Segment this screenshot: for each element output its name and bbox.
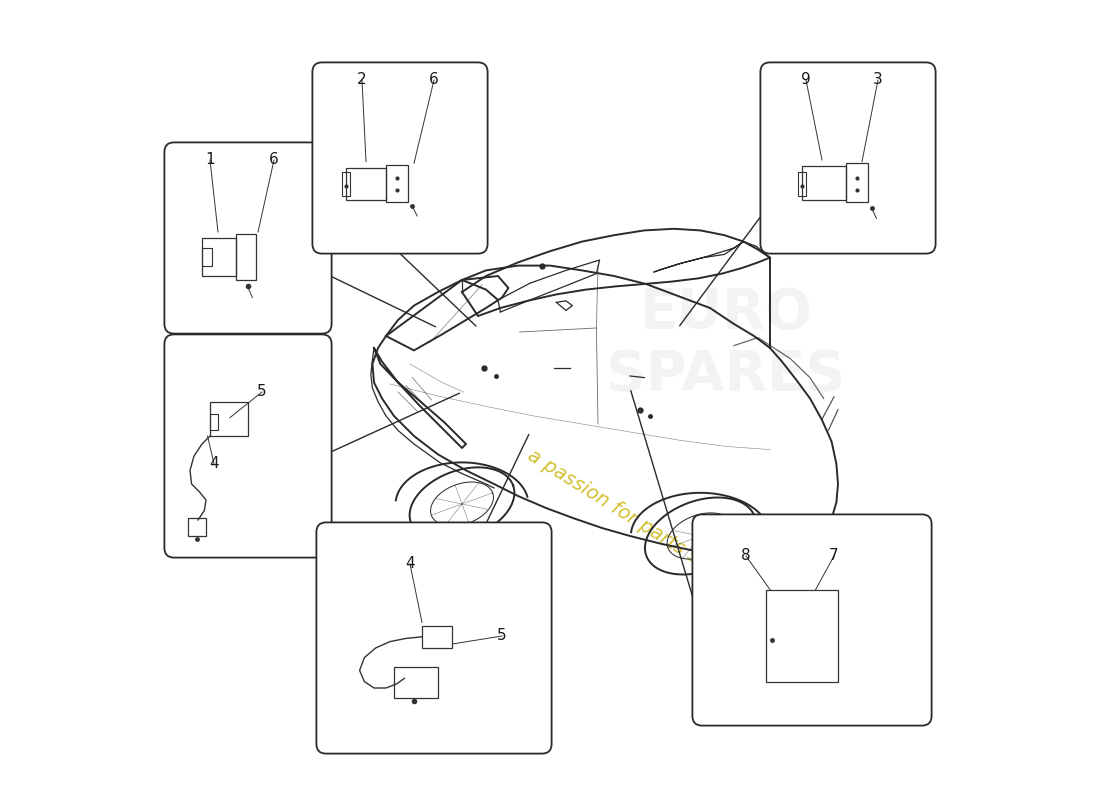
Bar bbox=[798, 172, 806, 196]
Bar bbox=[846, 163, 868, 202]
Text: 3: 3 bbox=[873, 73, 883, 87]
Text: a passion for parts since 1985: a passion for parts since 1985 bbox=[524, 446, 784, 618]
FancyBboxPatch shape bbox=[760, 62, 936, 254]
Bar bbox=[422, 626, 452, 648]
Text: 7: 7 bbox=[829, 549, 839, 563]
Text: 5: 5 bbox=[497, 629, 507, 643]
Bar bbox=[346, 168, 386, 200]
Text: 8: 8 bbox=[741, 549, 751, 563]
Text: 4: 4 bbox=[209, 457, 219, 471]
Bar bbox=[202, 248, 211, 266]
Bar bbox=[766, 590, 838, 682]
Bar bbox=[202, 238, 235, 276]
Text: EURO
SPARES: EURO SPARES bbox=[606, 286, 846, 402]
Bar bbox=[802, 166, 846, 200]
Bar bbox=[210, 402, 249, 436]
Text: 9: 9 bbox=[801, 73, 811, 87]
Text: 2: 2 bbox=[358, 73, 366, 87]
Bar bbox=[394, 667, 438, 698]
FancyBboxPatch shape bbox=[164, 334, 331, 558]
Text: 6: 6 bbox=[429, 73, 439, 87]
FancyBboxPatch shape bbox=[692, 514, 932, 726]
Text: 4: 4 bbox=[405, 557, 415, 571]
Bar bbox=[386, 165, 408, 202]
Text: 5: 5 bbox=[257, 385, 267, 399]
Text: 6: 6 bbox=[270, 153, 279, 167]
Text: 1: 1 bbox=[206, 153, 214, 167]
Bar bbox=[342, 172, 350, 196]
FancyBboxPatch shape bbox=[164, 142, 331, 334]
FancyBboxPatch shape bbox=[317, 522, 551, 754]
Bar bbox=[188, 518, 206, 536]
Bar bbox=[235, 234, 255, 280]
Bar bbox=[210, 414, 218, 430]
FancyBboxPatch shape bbox=[312, 62, 487, 254]
